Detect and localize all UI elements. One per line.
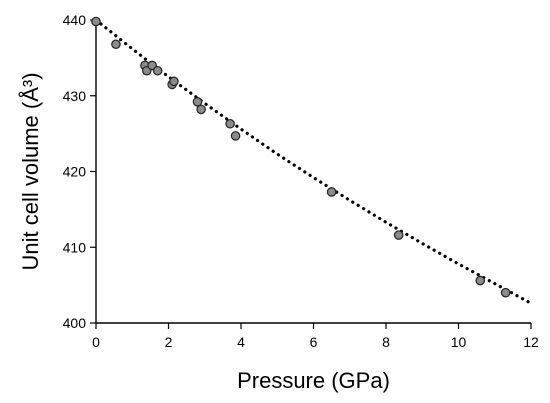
x-axis-ticks: 0 2 4 6 8 10 12 xyxy=(92,323,539,350)
x-tick-label: 4 xyxy=(237,334,245,350)
data-point xyxy=(475,275,486,286)
data-point xyxy=(326,187,337,197)
y-tick-label: 420 xyxy=(63,164,87,180)
data-point xyxy=(111,39,121,50)
y-tick-label: 430 xyxy=(63,88,87,104)
x-tick-label: 0 xyxy=(92,334,100,350)
data-point xyxy=(91,16,101,27)
y-axis-ticks: 400 410 420 430 440 xyxy=(63,12,96,331)
data-point xyxy=(500,287,511,298)
data-point xyxy=(230,131,241,141)
x-tick-label: 6 xyxy=(310,334,318,350)
y-tick-label: 440 xyxy=(63,12,87,28)
axes xyxy=(95,20,531,324)
x-tick-label: 12 xyxy=(523,334,539,350)
x-axis-label: Pressure (GPa) xyxy=(237,368,390,393)
fit-curve xyxy=(94,18,533,305)
fit-curve-group xyxy=(94,18,533,305)
x-tick-label: 8 xyxy=(382,334,390,350)
x-tick-label: 10 xyxy=(451,334,467,350)
x-tick-label: 2 xyxy=(165,334,173,350)
y-tick-label: 400 xyxy=(63,315,87,331)
data-point xyxy=(169,76,179,87)
data-point xyxy=(393,230,404,240)
y-axis-label: Unit cell volume (Å³) xyxy=(18,72,43,270)
y-tick-label: 410 xyxy=(63,239,87,255)
data-point xyxy=(225,118,235,129)
data-point xyxy=(196,104,206,115)
data-point xyxy=(152,65,163,76)
data-points xyxy=(91,16,511,298)
data-point xyxy=(192,97,203,107)
